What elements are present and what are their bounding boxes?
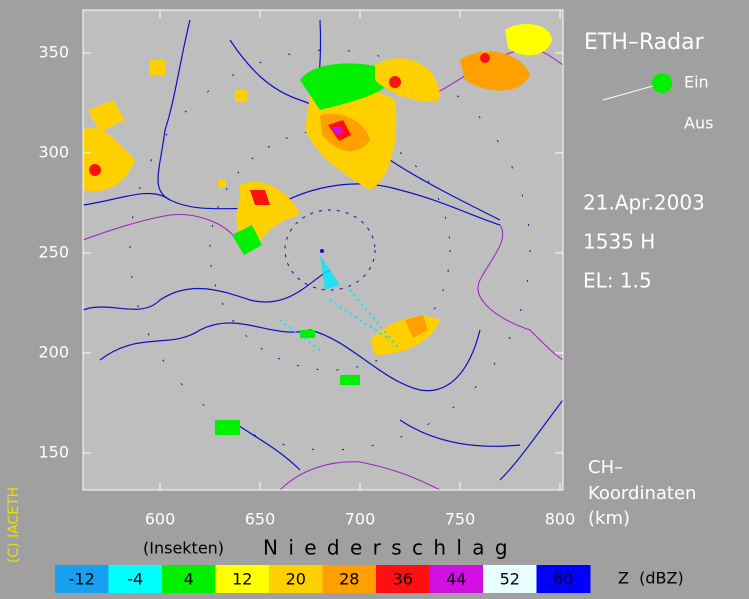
map-frame [82, 9, 564, 491]
legend-label: 60 [553, 570, 573, 589]
status-on: Ein [684, 73, 709, 92]
legend-swatch [269, 565, 323, 593]
legend-swatch [376, 565, 430, 593]
x-tick-label: 600 [145, 510, 176, 529]
time: 1535 H [583, 230, 655, 254]
x-tick-label: 700 [345, 510, 376, 529]
legend-swatch [536, 565, 591, 593]
insects-label: (Insekten) [143, 539, 224, 558]
elevation: EL: 1.5 [583, 269, 652, 293]
axes: 600 650 700 750 800 150 200 250 300 350 [38, 10, 575, 529]
precip-label: N i e d e r s c h l a g [263, 536, 510, 560]
coordinates-label: CH– [588, 457, 623, 478]
x-tick-label: 750 [445, 510, 476, 529]
y-tick-label: 200 [38, 343, 69, 362]
status-indicator [652, 73, 672, 93]
x-tick-label: 650 [245, 510, 276, 529]
legend-swatch [483, 565, 537, 593]
legend-swatch [108, 565, 163, 593]
y-tick-label: 250 [38, 243, 69, 262]
legend-label: 20 [286, 570, 306, 589]
legend-swatch [322, 565, 377, 593]
legend-label: 52 [500, 570, 520, 589]
date: 21.Apr.2003 [583, 191, 705, 215]
radar-title: ETH–Radar [584, 30, 705, 55]
coordinates-label: Koordinaten [588, 483, 696, 504]
legend-swatch [55, 565, 109, 593]
coordinates-label: (km) [588, 508, 630, 529]
legend-label: 44 [446, 570, 466, 589]
radar-echoes [83, 24, 552, 451]
legend-label: -12 [69, 570, 95, 589]
status-pointer [602, 83, 661, 101]
legend-label: 12 [232, 570, 252, 589]
copyright: (C) IACETH [6, 487, 22, 563]
y-tick-label: 300 [38, 143, 69, 162]
legend-swatch [429, 565, 484, 593]
legend-label: -4 [127, 570, 143, 589]
status-off: Aus [684, 114, 713, 133]
legend-swatch [162, 565, 216, 593]
legend-label: 4 [184, 570, 194, 589]
unit-label: Z (dBZ) [618, 569, 684, 588]
y-tick-label: 150 [38, 443, 69, 462]
x-tick-label: 800 [545, 510, 576, 529]
legend-label: 36 [393, 570, 413, 589]
color-legend: -12 -4 4 12 20 28 36 44 52 60 [55, 565, 591, 593]
legend-swatch [215, 565, 270, 593]
y-tick-label: 350 [38, 43, 69, 62]
legend-label: 28 [339, 570, 359, 589]
